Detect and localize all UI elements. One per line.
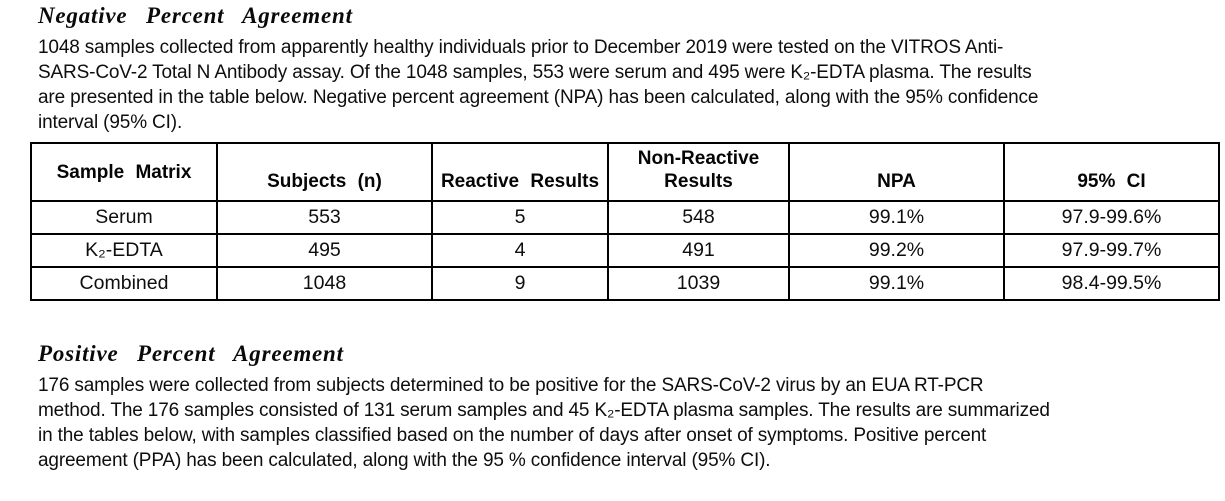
table-cell: 9 [431,266,609,301]
table-cell: 495 [216,233,433,268]
table-cell: Combined [30,266,218,301]
table-row-k2edta: K₂-EDTA 495 4 491 99.2% 97.9-99.7% [30,233,1220,268]
col-header-non-reactive-results: Non-Reactive Results [607,142,790,202]
table-cell: K₂-EDTA [30,233,218,268]
table-cell: 99.2% [788,233,1005,268]
npa-table-header: Sample Matrix Subjects (n) Reactive Resu… [30,142,1220,202]
table-cell: 99.1% [788,200,1005,235]
table-cell: 548 [607,200,790,235]
table-cell: 4 [431,233,609,268]
table-cell: 553 [216,200,433,235]
npa-table-body: Serum 553 5 548 99.1% 97.9-99.6% K₂-EDTA… [30,200,1220,301]
table-cell: 1039 [607,266,790,301]
npa-section-heading: Negative Percent Agreement [38,3,353,28]
col-header-subjects: Subjects (n) [216,142,433,202]
table-cell: 5 [431,200,609,235]
table-row-serum: Serum 553 5 548 99.1% 97.9-99.6% [30,200,1220,235]
table-cell: 98.4-99.5% [1003,266,1220,301]
table-cell: 99.1% [788,266,1005,301]
table-cell: 491 [607,233,790,268]
col-header-sample-matrix: Sample Matrix [30,142,218,202]
npa-results-table: Sample Matrix Subjects (n) Reactive Resu… [30,142,1220,301]
table-cell: 97.9-99.6% [1003,200,1220,235]
col-header-reactive-results: Reactive Results [431,142,609,202]
table-row-combined: Combined 1048 9 1039 99.1% 98.4-99.5% [30,266,1220,301]
table-cell: 97.9-99.7% [1003,233,1220,268]
ppa-paragraph: 176 samples were collected from subjects… [38,375,1050,471]
ppa-section-heading: Positive Percent Agreement [38,341,344,366]
table-cell: 1048 [216,266,433,301]
col-header-npa: NPA [788,142,1005,202]
table-cell: Serum [30,200,218,235]
table-header-row: Sample Matrix Subjects (n) Reactive Resu… [30,142,1220,202]
npa-paragraph: 1048 samples collected from apparently h… [38,37,1039,133]
col-header-95ci: 95% CI [1003,142,1220,202]
